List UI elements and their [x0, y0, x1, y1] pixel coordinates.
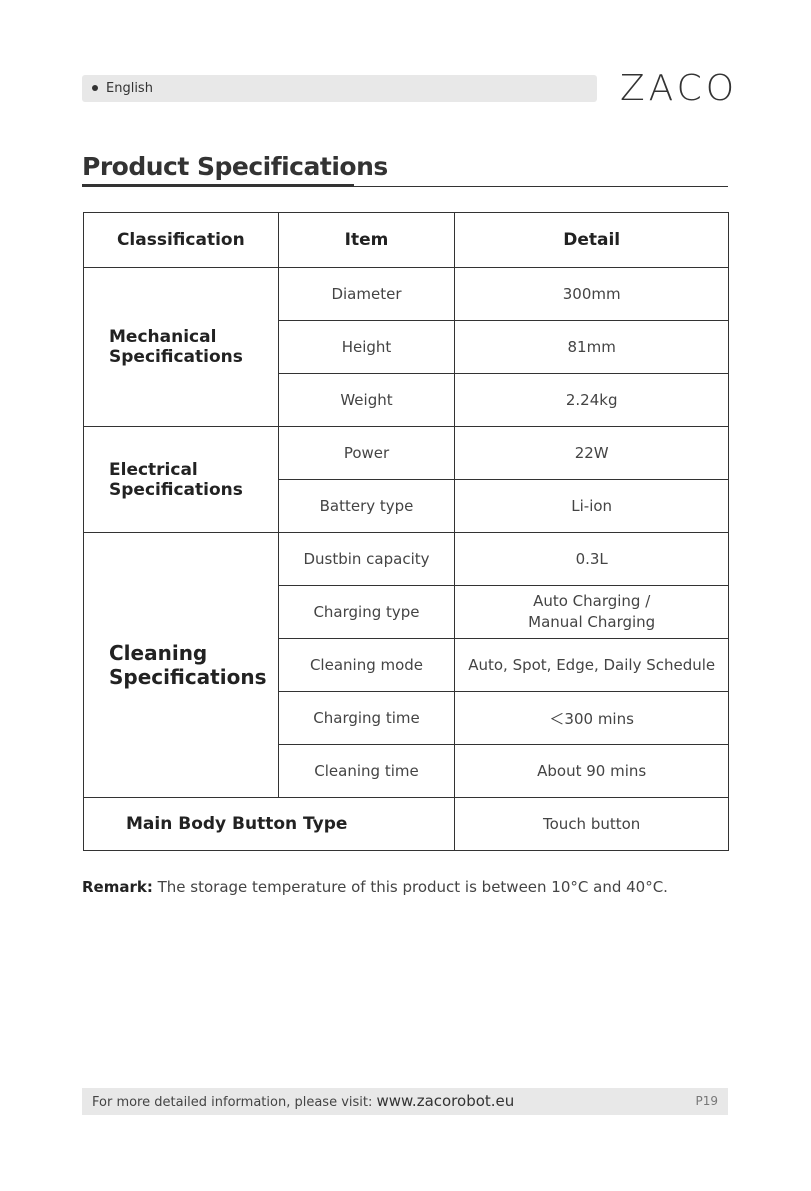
- column-header: Detail: [454, 212, 729, 268]
- detail-cell: Li-ion: [454, 479, 729, 533]
- main-body-value: Touch button: [454, 797, 729, 851]
- table-row: Cleaning time About 90 mins: [84, 744, 729, 798]
- item-cell: Charging type: [277, 585, 456, 639]
- table-row: Charging time ＜300 mins: [84, 691, 729, 745]
- detail-cell: 2.24kg: [454, 373, 729, 427]
- column-header: Item: [277, 212, 456, 268]
- remark-text: The storage temperature of this product …: [152, 878, 668, 896]
- language-label: English: [106, 81, 153, 96]
- item-cell: Battery type: [277, 479, 456, 533]
- table-row: Main Body Button Type Touch button: [82, 797, 729, 851]
- remark-label: Remark:: [82, 878, 153, 896]
- item-cell: Dustbin capacity: [277, 532, 456, 586]
- spec-table: Classification Item Detail Mechanical Spec…: [82, 212, 729, 851]
- detail-cell: 81mm: [454, 320, 729, 374]
- item-cell: Charging time: [277, 691, 456, 745]
- detail-cell: About 90 mins: [454, 744, 729, 798]
- item-cell: Power: [277, 426, 456, 480]
- classification-cell: Mechanical Specifications: [83, 267, 279, 427]
- table-row: Charging type Auto Charging / Manual Charg…: [84, 585, 729, 639]
- item-cell: Diameter: [277, 267, 456, 321]
- title-rule: [82, 186, 728, 187]
- classification-cell: Electrical Specifications: [83, 426, 279, 533]
- detail-cell: 22W: [454, 426, 729, 480]
- detail-cell: Auto, Spot, Edge, Daily Schedule: [454, 638, 729, 692]
- remark: Remark: The storage temperature of this …: [82, 878, 668, 896]
- zaco-logo: ZACO: [620, 68, 739, 109]
- table-row: Battery type Li-ion: [84, 479, 729, 533]
- detail-cell: Auto Charging / Manual Charging: [454, 585, 729, 639]
- main-body-label: Main Body Button Type: [82, 797, 456, 851]
- table-row: Weight 2.24kg: [84, 373, 729, 427]
- website-link[interactable]: www.zacorobot.eu: [376, 1092, 515, 1110]
- detail-cell: 300mm: [454, 267, 729, 321]
- table-row: Mechanical Specifications Diameter 300mm: [83, 267, 729, 427]
- page-number: P19: [695, 1094, 718, 1108]
- detail-cell: 0.3L: [454, 532, 729, 586]
- footer-text: For more detailed information, please vi…: [92, 1095, 377, 1110]
- footer: For more detailed information, please vi…: [82, 1088, 728, 1115]
- item-cell: Cleaning time: [277, 744, 456, 798]
- item-cell: Height: [277, 320, 456, 374]
- item-cell: Cleaning mode: [277, 638, 456, 692]
- classification-cell: Cleaning Specifications: [83, 532, 279, 798]
- detail-cell: ＜300 mins: [454, 691, 729, 745]
- table-row: Cleaning mode Auto, Spot, Edge, Daily Sch…: [84, 638, 729, 692]
- bullet-icon: [92, 85, 98, 91]
- table-row: Height 81mm: [84, 320, 729, 374]
- page-title: Product Specifications: [82, 152, 388, 181]
- title-underline: [82, 184, 354, 187]
- language-bar: English: [82, 75, 597, 102]
- table-row: Electrical Specifications Power 22W: [83, 426, 729, 533]
- column-header: Classification: [83, 212, 279, 268]
- item-cell: Weight: [277, 373, 456, 427]
- table-row: Cleaning Specifications Dustbin capacity 0…: [83, 532, 729, 798]
